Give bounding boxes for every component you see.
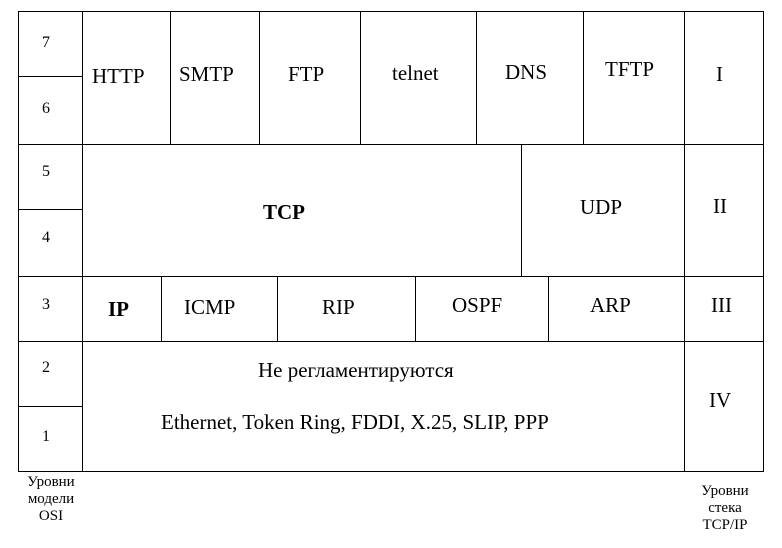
- osi-caption: Уровни модели OSI: [16, 474, 86, 525]
- osi-caption-line-3: OSI: [38, 508, 64, 524]
- arp-label: ARP: [590, 293, 631, 317]
- smtp-label: SMTP: [179, 62, 234, 86]
- rip-label: RIP: [322, 295, 355, 319]
- osi-caption-line-1: Уровни: [27, 474, 75, 490]
- osi-level-5: 5: [42, 163, 50, 180]
- osi-level-4: 4: [42, 229, 50, 246]
- http-label: HTTP: [92, 64, 145, 88]
- tcpip-caption-line-2: стека: [708, 500, 742, 516]
- tcpip-caption-line-1: Уровни: [701, 483, 749, 499]
- osi-level-2-cell: [18, 341, 83, 407]
- tcpip-level-i-cell: [684, 11, 764, 145]
- network-access-protocols: Ethernet, Token Ring, FDDI, X.25, SLIP, …: [161, 410, 549, 434]
- tcpip-level-iii: III: [711, 293, 732, 317]
- osi-level-1-cell: [18, 406, 83, 472]
- tcpip-level-i: I: [716, 62, 723, 86]
- ftp-label: FTP: [288, 62, 325, 86]
- tcpip-caption: Уровни стека TCP/IP: [690, 483, 760, 534]
- tcpip-level-iv: IV: [709, 388, 732, 412]
- osi-level-6-cell: [18, 76, 83, 145]
- osi-caption-line-2: модели: [27, 491, 75, 507]
- osi-level-3: 3: [42, 296, 50, 313]
- tcpip-caption-line-3: TCP/IP: [702, 517, 748, 533]
- udp-label: UDP: [580, 195, 623, 219]
- osi-level-3-cell: [18, 276, 83, 342]
- osi-level-1: 1: [42, 428, 50, 445]
- tftp-label: TFTP: [605, 57, 655, 81]
- telnet-label: telnet: [392, 61, 439, 85]
- osi-level-7-cell: [18, 11, 83, 77]
- tcpip-level-iv-cell: [684, 341, 764, 472]
- network-access-note: Не регламентируются: [258, 358, 454, 382]
- tcp-label: TCP: [263, 200, 305, 224]
- osi-level-6: 6: [42, 100, 50, 117]
- ip-label: IP: [108, 297, 129, 321]
- ospf-label: OSPF: [452, 293, 503, 317]
- icmp-label: ICMP: [184, 295, 236, 319]
- osi-level-4-cell: [18, 209, 83, 277]
- osi-level-2: 2: [42, 359, 50, 376]
- osi-level-5-cell: [18, 144, 83, 210]
- osi-level-7: 7: [42, 34, 50, 51]
- tcpip-level-ii: II: [713, 194, 727, 218]
- dns-label: DNS: [505, 60, 548, 84]
